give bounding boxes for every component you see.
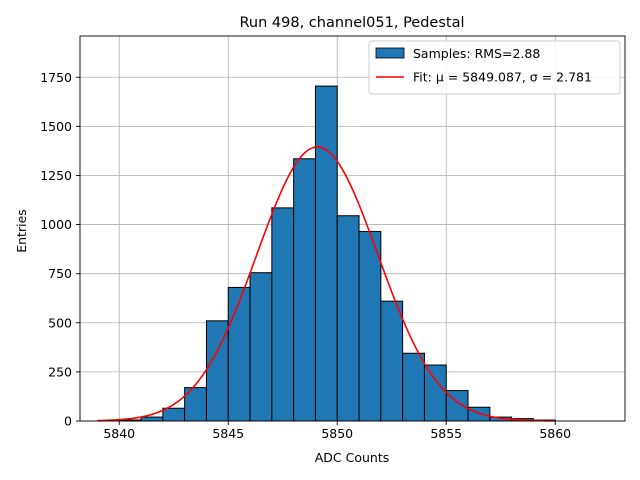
x-tick-label: 5850: [321, 426, 353, 441]
histogram-bar: [358, 230, 382, 422]
y-axis-ticks: 0 250 500 750 1000 1250 1500 1750: [40, 70, 80, 429]
x-tick-label: 5855: [430, 426, 462, 441]
y-tick-label: 1250: [40, 168, 72, 183]
y-tick-label: 1750: [40, 70, 72, 85]
legend-patch-samples: [375, 47, 405, 59]
y-tick-label: 1000: [40, 217, 72, 232]
histogram-bar: [162, 407, 186, 422]
legend: Samples: RMS=2.88 Fit: μ = 5849.087, σ =…: [368, 40, 621, 95]
chart-title: Run 498, channel051, Pedestal: [239, 15, 464, 31]
y-tick-label: 750: [48, 266, 72, 281]
histogram-bar: [227, 286, 251, 422]
fit-curve: [97, 146, 556, 422]
y-axis-label: Entries: [14, 209, 29, 253]
histogram-bars: [118, 85, 556, 422]
y-tick-label: 1500: [40, 119, 72, 134]
legend-label-samples: Samples: RMS=2.88: [413, 46, 540, 61]
x-axis-label: ADC Counts: [315, 450, 390, 465]
plot-frame: [79, 35, 626, 422]
x-tick-label: 5845: [212, 426, 244, 441]
histogram-bar: [423, 364, 447, 422]
x-tick-label: 5860: [539, 426, 571, 441]
histogram-bar: [402, 352, 425, 422]
x-axis-ticks: 5840 5845 5850 5855 5860: [103, 421, 571, 441]
histogram-bar: [140, 416, 164, 422]
histogram-bar: [314, 85, 338, 422]
legend-box: [368, 40, 621, 95]
histogram-bar: [271, 207, 295, 422]
y-tick-label: 0: [64, 414, 72, 429]
histogram-bar: [293, 158, 316, 422]
legend-label-fit: Fit: μ = 5849.087, σ = 2.781: [413, 70, 592, 85]
x-tick-label: 5840: [103, 426, 135, 441]
y-tick-label: 250: [48, 364, 72, 379]
histogram-bar: [380, 300, 404, 422]
histogram-bar: [249, 272, 273, 422]
y-tick-label: 500: [48, 315, 72, 330]
histogram-bar: [336, 215, 360, 422]
